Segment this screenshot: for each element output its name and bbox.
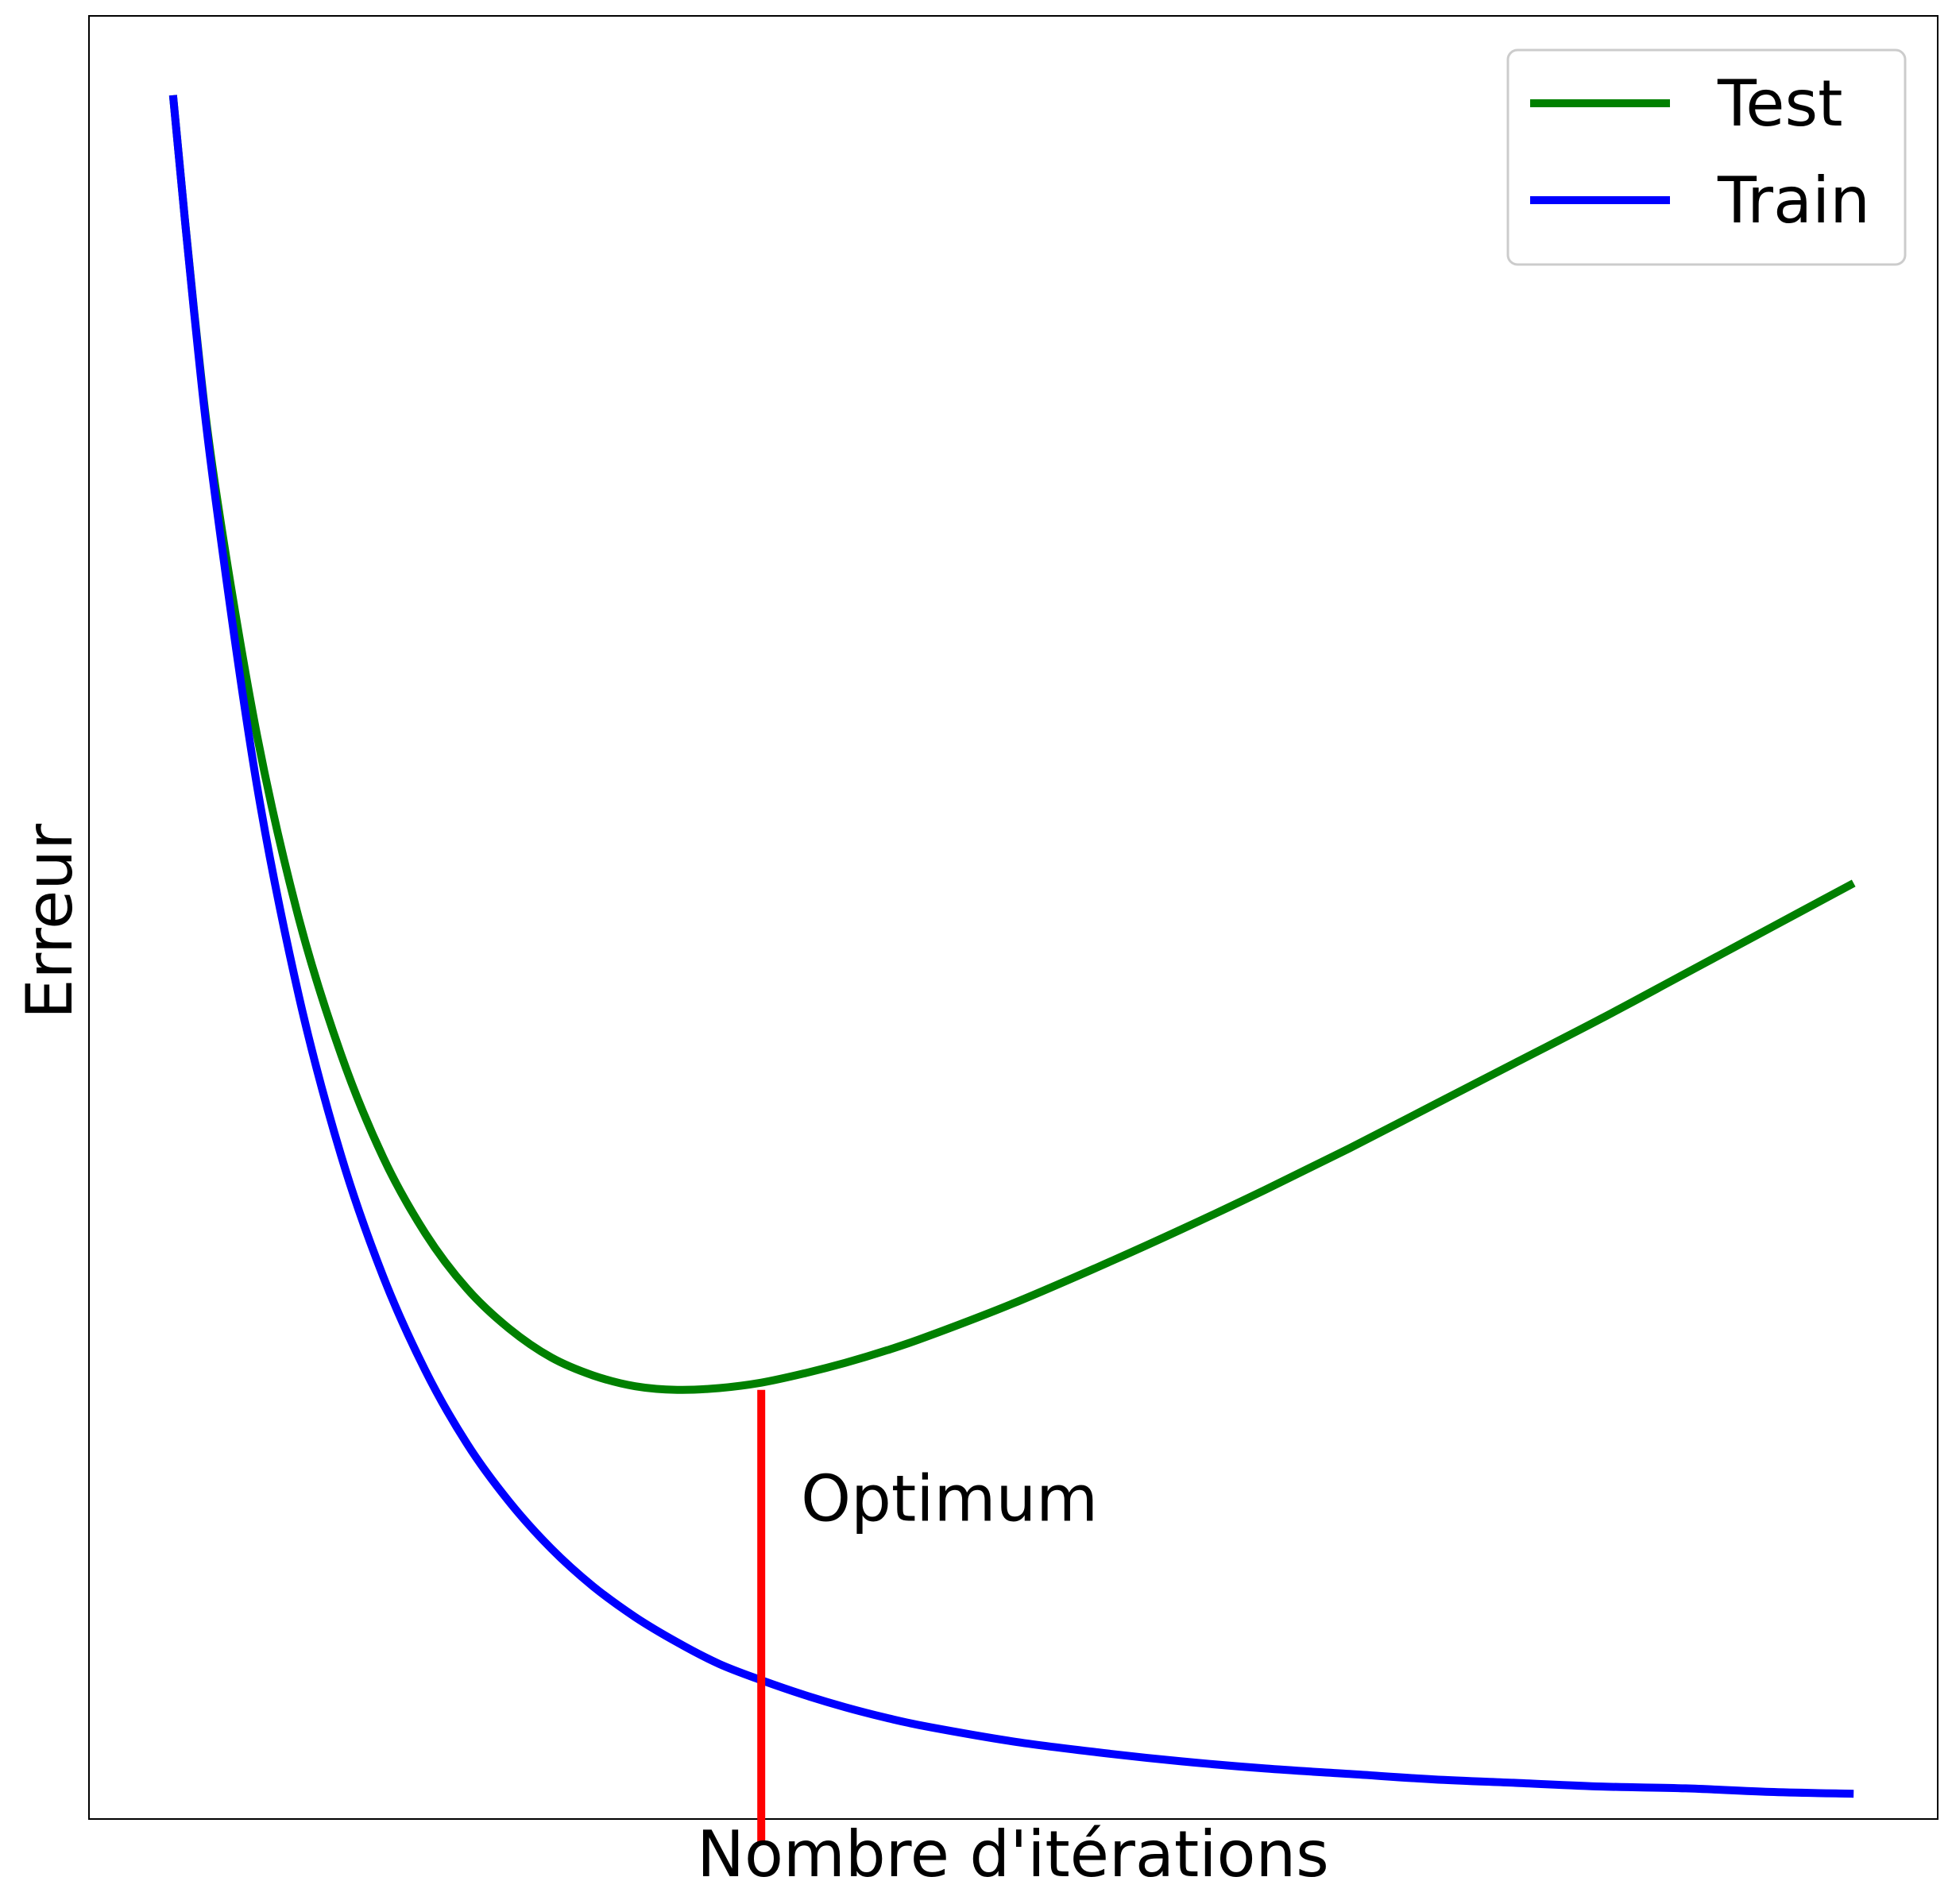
- series-line-train: [168, 95, 1854, 1798]
- x-axis-label: Nombre d'itérations: [697, 1817, 1329, 1891]
- plot-frame: [88, 15, 1938, 1820]
- legend-label-test: Test: [1717, 67, 1843, 141]
- optimum-label: Optimum: [801, 1462, 1098, 1536]
- legend: Test Train: [1506, 48, 1907, 266]
- series-line-test: [168, 95, 1856, 1394]
- y-axis-label: Erreur: [13, 824, 87, 1019]
- legend-label-train: Train: [1717, 164, 1870, 238]
